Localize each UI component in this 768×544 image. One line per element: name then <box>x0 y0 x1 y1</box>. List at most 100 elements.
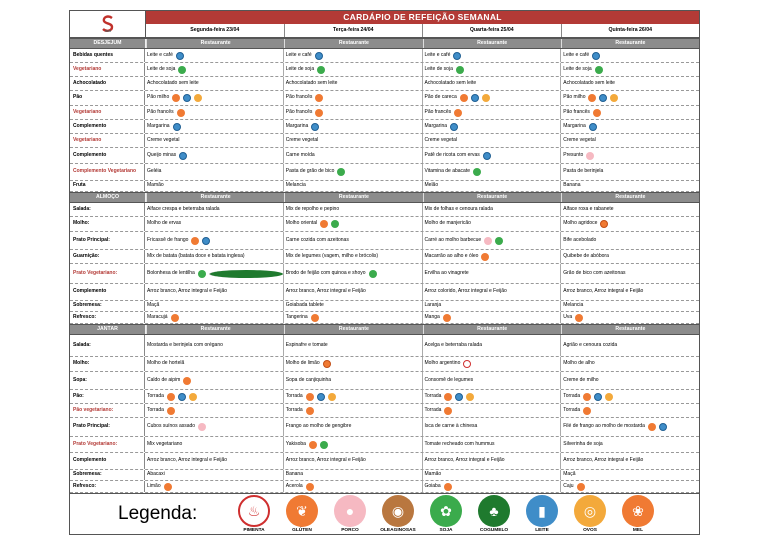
menu-cell: Goiabada tablete <box>282 301 422 311</box>
menu-cell: Yakisoba <box>282 437 422 452</box>
legend-label: LEITE <box>535 528 549 533</box>
dish-name: Mix vegetariano <box>147 440 183 447</box>
row-label: Complemento <box>70 148 145 163</box>
soja-icon <box>495 236 504 245</box>
legend-item: ❀ MEL <box>614 495 662 533</box>
legend: Legenda: ♨ PIMENTA ❦ GLÚTEN ● PORCO ◉ OLEAGINOS… <box>70 493 699 534</box>
menu-cell: Frango ao molho de gengibre <box>282 418 422 436</box>
legend-label: GLÚTEN <box>292 528 312 533</box>
dish-name: Vitamina de abacate <box>424 168 471 175</box>
cogumelo-icon: ♣ <box>478 495 510 527</box>
menu-cell: Mix vegetariano <box>145 437 283 452</box>
dish-name: Pão francês <box>147 108 174 115</box>
leite-icon <box>450 122 459 131</box>
row-label: Complemento <box>70 120 145 133</box>
menu-cell: Arroz branco, Arroz integral e Feijão <box>560 284 699 300</box>
soja-icon <box>331 220 340 228</box>
menu-cell: Bife acebolado <box>560 232 699 249</box>
dish-name: Maçã <box>563 471 576 478</box>
logo <box>70 11 146 37</box>
menu-cell: Torrada <box>560 390 699 403</box>
soja-icon <box>368 269 377 278</box>
menu-cell: Achocolatado sem leite <box>421 77 561 90</box>
dish-name: Molho de hortelã <box>147 360 185 367</box>
gluten-icon <box>163 482 172 491</box>
dish-name: Arroz branco, Arroz integral e Feijão <box>147 457 228 464</box>
row-label: Salada: <box>70 203 145 216</box>
legend-label: PIMENTA <box>243 528 265 533</box>
row-label: Sobremesa: <box>70 301 145 311</box>
dish-name: Mix de folhas e cenoura ralada <box>424 205 493 212</box>
dish-name: Fricassê de frango <box>147 236 189 243</box>
row-label: Complemento <box>70 453 145 469</box>
menu-cell: Geléia <box>145 164 283 180</box>
menu-row: Complemento Arroz branco, Arroz integral … <box>70 284 699 301</box>
dish-name: Consomê de legumes <box>424 376 474 383</box>
ovos-icon <box>194 94 203 102</box>
ovos-icon <box>605 392 614 401</box>
dish-name: Banana <box>285 471 303 478</box>
row-label: Vegetariano <box>70 134 145 147</box>
leite-icon <box>588 122 597 131</box>
menu-cell: Melancia <box>282 181 422 191</box>
menu-cell: Margarina <box>421 120 561 133</box>
menu-cell: Carne cozida com azeitonas <box>282 232 422 249</box>
menu-cell: Margarina <box>282 120 422 133</box>
restaurant-label: Restaurante <box>560 193 699 202</box>
leite-icon <box>470 94 479 102</box>
menu-cell: Grão de bico com azeitonas <box>560 264 699 283</box>
dish-name: Silverinha de soja <box>563 440 603 447</box>
menu-cell: Uva <box>560 312 699 323</box>
soja-icon: ✿ <box>430 495 462 527</box>
dish-name: Torrada <box>424 406 442 413</box>
menu-cell: Torrada <box>145 404 283 417</box>
dish-name: Leite e café <box>563 51 590 58</box>
restaurant-label: Restaurante <box>422 39 561 48</box>
dish-name: Macarrão ao alho e óleo <box>424 252 479 259</box>
dish-name: Tomate recheado com hummus <box>424 440 495 447</box>
menu-row: Refresco: Limão Acerola Goiaba Caju <box>70 481 699 493</box>
soja-icon <box>197 269 206 278</box>
row-label: Prato Principal: <box>70 232 145 249</box>
gluten-icon <box>459 94 468 102</box>
dish-name: Molho de limão <box>285 360 320 367</box>
porco-icon <box>198 423 207 431</box>
menu-cell: Espinafre e tomate <box>282 335 422 356</box>
dish-name: Margarina <box>147 122 170 129</box>
menu-cell: Maçã <box>145 301 283 311</box>
dish-name: Sopa de canjiquinha <box>285 376 332 383</box>
dish-name: Arroz branco, Arroz integral e Feijão <box>285 288 366 295</box>
menu-cell: Molho de alho <box>560 357 699 371</box>
dish-name: Pasta de berinjela <box>563 168 604 175</box>
dish-name: Tangerina <box>285 313 308 320</box>
menu-cell: Margarina <box>560 120 699 133</box>
dish-name: Achocolatado sem leite <box>147 79 199 86</box>
dish-name: Leite de soja <box>563 65 592 72</box>
legend-label: COGUMELO <box>479 528 509 533</box>
dish-name: Pão francês <box>285 108 313 115</box>
menu-cell: Caldo de aipim <box>145 372 283 389</box>
menu-cell: Margarina <box>145 120 283 133</box>
menu-row: Achocolatado Achocolatado sem leite Achoco… <box>70 77 699 91</box>
menu-cell: Carré ao molho barbecue <box>421 232 561 249</box>
menu-cell: Pão milho <box>560 91 699 105</box>
row-label: Pão <box>70 91 145 105</box>
restaurant-label: Restaurante <box>146 193 284 202</box>
pimenta-icon: ♨ <box>238 495 270 527</box>
dish-name: Yakisoba <box>285 440 306 447</box>
gluten-icon <box>305 482 314 491</box>
dish-name: Torrada <box>563 392 581 399</box>
menu-cell: Fricassê de frango <box>145 232 283 249</box>
restaurant-label: Restaurante <box>422 193 561 202</box>
menu-cell: Pão francês <box>282 106 422 119</box>
dish-name: Maçã <box>147 302 160 309</box>
restaurant-label: Restaurante <box>560 39 699 48</box>
menu-cell: Acerola <box>282 481 422 492</box>
soja-icon <box>317 65 326 74</box>
menu-cell: Cubos suínos assado <box>145 418 283 436</box>
row-label: Pão vegetariano: <box>70 404 145 417</box>
legend-label: PORCO <box>341 528 359 533</box>
dish-name: Leite de soja <box>285 65 315 72</box>
dish-name: Leite e café <box>147 51 173 58</box>
menu-row: Prato Vegetariano: Bolonhesa de lentilha B… <box>70 264 699 284</box>
